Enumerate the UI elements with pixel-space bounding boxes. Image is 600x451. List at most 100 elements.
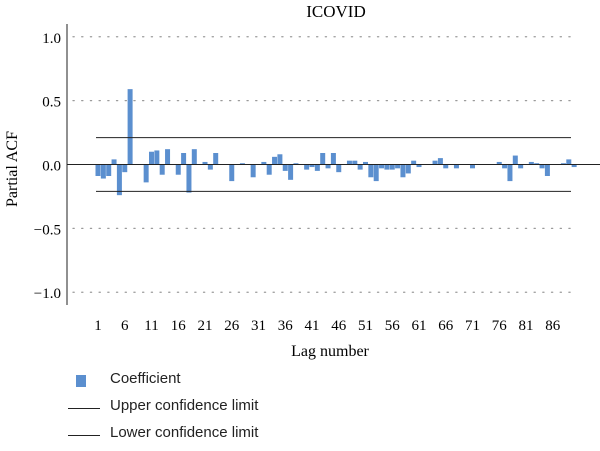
legend-label-coefficient: Coefficient <box>110 370 181 387</box>
coefficient-bar <box>534 163 540 165</box>
coefficient-bar <box>346 160 352 165</box>
coefficient-bar <box>437 158 443 165</box>
coefficient-bar <box>165 149 171 165</box>
coefficient-bar <box>320 153 326 165</box>
coefficient-bar <box>261 161 267 165</box>
x-tick-label: 86 <box>545 318 561 334</box>
coefficient-bar <box>384 164 390 170</box>
chart-title: ICOVID <box>306 2 366 21</box>
coefficient-bar <box>122 164 128 173</box>
x-tick-label: 51 <box>358 318 373 334</box>
legend-label-lower-limit: Lower confidence limit <box>110 424 259 441</box>
coefficient-bar <box>202 161 208 165</box>
coefficient-bar <box>453 164 459 169</box>
coefficient-bar <box>389 164 395 170</box>
coefficient-bar <box>159 164 165 175</box>
y-axis-label: Partial ACF <box>4 131 21 207</box>
coefficient-bar <box>181 153 187 165</box>
coefficient-bar <box>207 164 213 170</box>
x-tick-label: 71 <box>465 318 480 334</box>
coefficient-bar <box>149 151 154 165</box>
pacf-chart: ICOVID Partial ACF Lag number 1.0 0.5 0.0 −… <box>4 2 600 360</box>
coefficient-bar <box>250 164 256 178</box>
coefficient-bar <box>277 154 283 165</box>
coefficient-bar <box>470 164 475 169</box>
coefficient-bar <box>502 164 508 169</box>
coefficient-bars <box>95 89 577 196</box>
coefficient-bar <box>175 164 181 175</box>
coefficient-bar <box>304 164 310 170</box>
x-tick-label: 1 <box>94 318 102 334</box>
x-tick-label: 11 <box>144 318 158 334</box>
coefficient-bar <box>111 159 117 165</box>
coefficient-bar <box>293 163 299 165</box>
coefficient-bar <box>560 163 566 165</box>
y-tick-label: 1.0 <box>42 31 61 47</box>
coefficient-bar <box>266 164 272 175</box>
x-tick-label: 26 <box>224 318 240 334</box>
x-tick-label: 31 <box>251 318 266 334</box>
x-tick-label: 46 <box>331 318 347 334</box>
coefficient-bar <box>314 164 320 171</box>
coefficient-bar <box>443 164 449 169</box>
coefficient-bar <box>100 164 106 179</box>
coefficient-bar <box>411 160 417 165</box>
y-tick-labels: 1.0 0.5 0.0 −0.5 −1.0 <box>34 31 61 302</box>
coefficient-bar <box>229 164 235 182</box>
coefficient-bar <box>395 164 401 169</box>
x-tick-label: 41 <box>305 318 320 334</box>
coefficient-bar <box>352 160 358 165</box>
coefficient-bar <box>106 164 112 176</box>
x-tick-label: 56 <box>385 318 401 334</box>
x-tick-label: 36 <box>278 318 294 334</box>
coefficient-bar <box>518 164 524 169</box>
coefficient-bar <box>309 164 315 168</box>
legend-label-upper-limit: Upper confidence limit <box>110 397 259 414</box>
x-tick-label: 16 <box>171 318 187 334</box>
y-tick-label: −0.5 <box>34 222 61 238</box>
coefficient-bar <box>432 160 438 165</box>
coefficient-bar <box>528 161 534 165</box>
coefficient-bar <box>239 163 245 165</box>
coefficient-bar <box>379 164 385 169</box>
lower-limit-line-swatch <box>68 435 100 436</box>
coefficient-bar <box>373 164 379 182</box>
x-tick-label: 61 <box>412 318 427 334</box>
coefficient-swatch <box>76 375 86 387</box>
x-tick-label: 6 <box>121 318 129 334</box>
coefficient-bar <box>288 164 294 180</box>
coefficient-bar <box>154 150 160 165</box>
y-tick-label: 0.0 <box>42 159 61 175</box>
coefficient-bar <box>566 159 572 165</box>
coefficient-bar <box>213 153 219 165</box>
x-axis-label: Lag number <box>291 343 369 360</box>
upper-limit-line-swatch <box>68 408 100 409</box>
coefficient-bar <box>143 164 149 183</box>
coefficient-bar <box>330 153 336 165</box>
confidence-limit-lines <box>96 137 571 192</box>
coefficient-bar <box>571 164 577 168</box>
y-tick-label: 0.5 <box>42 95 61 111</box>
coefficient-bar <box>116 164 122 196</box>
x-tick-label: 66 <box>438 318 454 334</box>
coefficient-bar <box>357 164 363 170</box>
coefficient-bar <box>325 164 331 169</box>
coefficient-bar <box>368 164 374 178</box>
coefficient-bar <box>363 161 368 165</box>
coefficient-bar <box>507 164 513 182</box>
coefficient-bar <box>416 164 422 168</box>
coefficient-bar <box>186 164 192 193</box>
x-tick-labels: 1 6 11 16 21 26 31 36 41 46 51 56 61 66 71 76 81 86 <box>94 318 561 334</box>
coefficient-bar <box>400 164 406 178</box>
coefficient-bar <box>405 164 411 174</box>
coefficient-bar <box>282 164 288 171</box>
coefficient-bar <box>191 149 197 165</box>
x-tick-label: 81 <box>519 318 534 334</box>
coefficient-bar <box>539 164 545 169</box>
coefficient-bar <box>512 155 518 165</box>
coefficient-bar <box>496 161 502 165</box>
x-tick-label: 21 <box>198 318 213 334</box>
coefficient-bar <box>336 164 342 173</box>
coefficient-bar <box>544 164 550 176</box>
coefficient-bar <box>95 164 101 176</box>
